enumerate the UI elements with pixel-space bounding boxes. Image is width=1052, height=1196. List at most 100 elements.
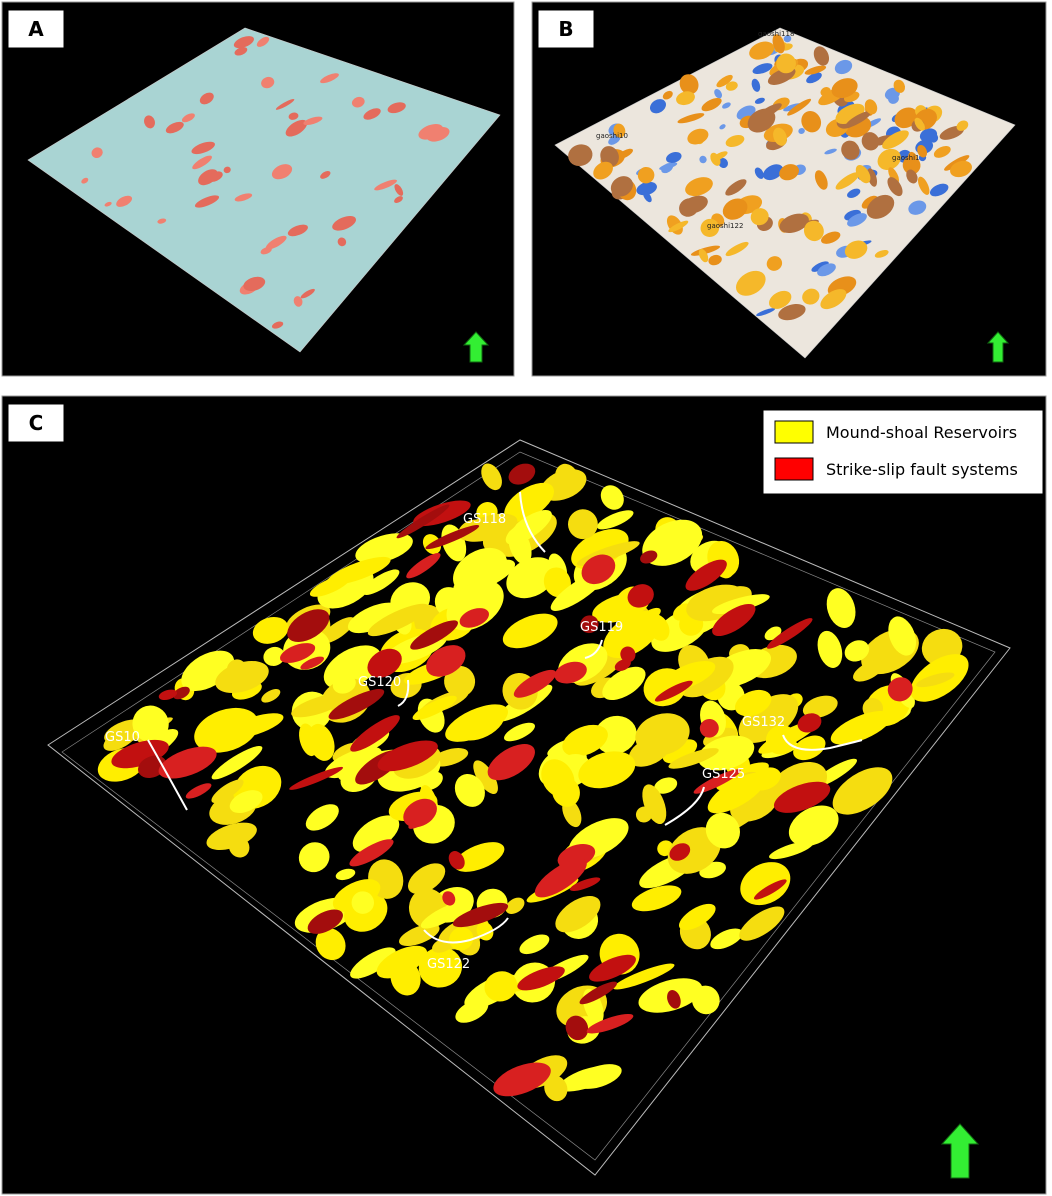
body (710, 152, 721, 166)
body (335, 868, 356, 881)
body (627, 584, 654, 608)
body (769, 290, 792, 309)
body (315, 928, 346, 961)
well-path (519, 491, 546, 553)
body (454, 773, 485, 807)
body (508, 463, 536, 485)
body (700, 218, 720, 237)
well-paths (147, 491, 863, 944)
body (192, 155, 212, 170)
body (613, 963, 675, 990)
body (877, 148, 901, 170)
well-label: GS119 (580, 620, 623, 635)
body (544, 1075, 568, 1102)
body (305, 804, 339, 831)
body (779, 164, 799, 181)
body (668, 220, 689, 233)
body (454, 842, 505, 872)
body (928, 133, 939, 143)
body (725, 81, 738, 91)
well-label: GS132 (742, 715, 785, 730)
body (578, 751, 636, 789)
body (893, 79, 906, 93)
body (600, 146, 619, 167)
body (814, 170, 828, 190)
body (593, 161, 613, 180)
body (778, 303, 806, 321)
surface-a (27, 27, 501, 353)
body (271, 164, 293, 180)
body (506, 557, 556, 599)
body (596, 510, 634, 530)
body (457, 706, 505, 741)
body (906, 169, 918, 184)
body (747, 108, 776, 133)
label-box (537, 9, 595, 49)
body (753, 879, 787, 900)
body (207, 171, 223, 182)
body (173, 686, 190, 700)
body (350, 947, 396, 979)
body (568, 509, 598, 540)
body (668, 748, 719, 769)
body (442, 891, 456, 906)
body (410, 620, 458, 650)
body (754, 97, 765, 104)
body (813, 46, 830, 66)
body (158, 689, 178, 701)
body (705, 812, 741, 849)
body (328, 689, 385, 720)
body (399, 924, 440, 946)
body (265, 235, 287, 250)
body (642, 784, 667, 825)
body (950, 160, 972, 178)
body (710, 928, 743, 950)
body (263, 646, 285, 666)
body (739, 906, 785, 941)
body (291, 693, 347, 718)
body (845, 111, 872, 128)
body (602, 666, 646, 701)
body (581, 554, 616, 585)
body (229, 790, 263, 814)
body (643, 191, 652, 203)
body (631, 885, 682, 912)
body (285, 119, 308, 137)
body (211, 745, 263, 780)
body (855, 164, 871, 184)
body (81, 177, 89, 184)
body (332, 216, 356, 231)
well-path (664, 786, 705, 826)
body (716, 74, 733, 88)
body (661, 163, 674, 174)
body (589, 954, 636, 982)
body (352, 815, 400, 853)
body (841, 140, 860, 160)
body (165, 121, 184, 134)
body (554, 661, 587, 684)
body (667, 989, 681, 1009)
well-label: GS10 (105, 730, 140, 745)
body (677, 113, 705, 124)
body (714, 88, 723, 99)
body (555, 896, 601, 933)
body (455, 999, 489, 1023)
body (191, 141, 215, 155)
body (431, 748, 469, 767)
body (367, 648, 402, 678)
body (888, 616, 917, 656)
body (956, 120, 969, 131)
body (725, 134, 745, 148)
body (586, 1013, 634, 1034)
body (821, 231, 841, 244)
body (233, 36, 254, 49)
body (754, 167, 764, 179)
body (394, 184, 404, 196)
panel-label: C (29, 411, 44, 435)
body (374, 179, 397, 191)
well-path (397, 679, 410, 707)
body (667, 827, 721, 874)
body (738, 694, 799, 743)
body (347, 602, 401, 634)
body (830, 710, 892, 745)
